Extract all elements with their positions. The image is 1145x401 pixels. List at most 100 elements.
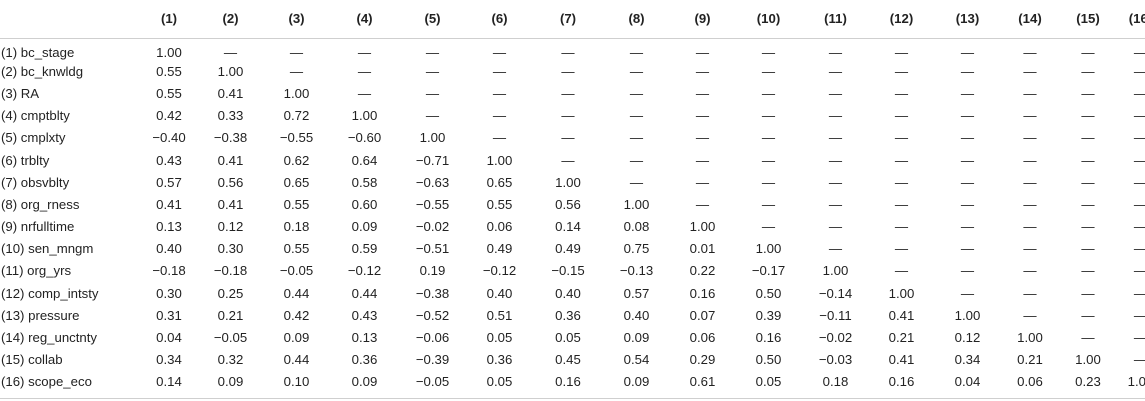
table-cell: — (960, 263, 975, 279)
table-cell: — (561, 152, 575, 168)
table-cell: 0.18 (822, 374, 849, 390)
row-label: (5) cmplxty (1, 130, 66, 146)
table-cell: 0.34 (954, 352, 981, 368)
table-row: (12) comp_intsty 0.30 0.25 0.44 0.44 −0.38 0.4… (0, 282, 1145, 304)
header-cell-14: (14) (1001, 0, 1059, 39)
table-cell: 0.51 (486, 307, 513, 323)
table-cell: — (1117, 260, 1145, 282)
table-cell: — (425, 108, 440, 124)
table-cell: 0.10 (283, 374, 310, 390)
table-cell: 0.21 (888, 330, 915, 346)
table-cell: 0.55 (156, 63, 182, 79)
table-cell: 0.65 (486, 174, 513, 190)
table-cell: −0.14 (818, 285, 853, 301)
table-cell: — (425, 63, 440, 79)
table-cell: — (425, 85, 440, 101)
table-row: (7) obsvblty 0.57 0.56 0.65 0.58 −0.63 0.65 1.0… (0, 171, 1145, 193)
table-cell: — (357, 85, 372, 101)
table-cell: — (1117, 105, 1145, 127)
header-cell-15: (15) (1059, 0, 1117, 39)
table-cell: 0.44 (351, 285, 378, 301)
header-cell-12: (12) (869, 0, 934, 39)
header-cell-10: (10) (735, 0, 802, 39)
table-cell: — (761, 174, 776, 190)
table-cell: 0.30 (156, 285, 182, 301)
table-cell: — (894, 44, 909, 60)
table-cell: — (1081, 108, 1095, 124)
table-cell: — (960, 196, 975, 212)
table-cell: — (828, 108, 843, 124)
table-cell: — (1117, 38, 1145, 60)
table-cell: 0.55 (486, 196, 513, 212)
row-label: (12) comp_intsty (1, 285, 99, 301)
table-cell: −0.05 (213, 330, 248, 346)
table-cell: −0.05 (415, 374, 450, 390)
table-cell: — (1023, 44, 1037, 60)
table-cell: 0.58 (351, 174, 378, 190)
header-cell-3: (3) (263, 0, 330, 39)
table-cell: — (761, 85, 776, 101)
table-cell: −0.38 (415, 285, 450, 301)
table-cell: 0.40 (156, 241, 182, 257)
table-cell: — (1023, 174, 1037, 190)
table-cell: −0.18 (152, 263, 186, 279)
table-cell: −0.52 (415, 307, 450, 323)
table-row: (16) scope_eco 0.14 0.09 0.10 0.09 −0.05 0.05 0… (0, 371, 1145, 393)
table-cell: — (828, 130, 843, 146)
table-cell: 0.12 (954, 330, 981, 346)
header-cell-13: (13) (934, 0, 1001, 39)
table-cell: 0.59 (351, 241, 378, 257)
table-cell: — (960, 85, 975, 101)
table-cell: — (960, 285, 975, 301)
table-cell: −0.12 (482, 263, 517, 279)
table-cell: — (1081, 263, 1095, 279)
row-label: (4) cmptblty (1, 108, 70, 124)
table-cell: 0.40 (486, 285, 513, 301)
table-cell: 0.05 (486, 374, 513, 390)
table-cell: — (894, 196, 909, 212)
table-cell: 0.16 (755, 330, 782, 346)
table-cell: 0.29 (689, 352, 716, 368)
table-cell: — (629, 108, 644, 124)
table-cell: 0.05 (755, 374, 782, 390)
table-cell: — (1117, 171, 1145, 193)
table-row: (2) bc_knwldg 0.55 1.00 — — — — — — — — — — — — — — (0, 60, 1145, 82)
row-label: (15) collab (1, 352, 63, 368)
table-cell: 0.09 (217, 374, 244, 390)
row-label: (8) org_rness (1, 196, 80, 212)
table-cell: −0.06 (415, 330, 450, 346)
table-cell: — (1023, 196, 1037, 212)
table-cell: — (960, 219, 975, 235)
table-cell: — (1023, 263, 1037, 279)
table-cell: 1.00 (217, 63, 244, 79)
table-cell: 0.56 (217, 174, 244, 190)
table-cell: — (1023, 85, 1037, 101)
table-cell: — (828, 85, 843, 101)
row-label: (16) scope_eco (1, 374, 92, 390)
table-cell: — (1117, 82, 1145, 104)
table-cell: 1.00 (419, 130, 446, 146)
table-cell: — (894, 63, 909, 79)
table-cell: 0.41 (217, 196, 244, 212)
table-cell: 0.21 (1017, 352, 1043, 368)
header-cell-16: (16) (1117, 0, 1145, 39)
table-cell: — (1081, 219, 1095, 235)
table-cell: — (960, 44, 975, 60)
table-cell: — (492, 108, 507, 124)
table-cell: — (1117, 326, 1145, 348)
table-cell: 1.00 (822, 263, 849, 279)
header-cell-2: (2) (198, 0, 263, 39)
table-cell: — (761, 63, 776, 79)
table-cell: — (629, 44, 644, 60)
table-row: (4) cmptblty 0.42 0.33 0.72 1.00 — — — — — — — — — — — — (0, 105, 1145, 127)
table-cell: — (761, 44, 776, 60)
table-row: (1) bc_stage 1.00 — — — — — — — — — — — — — — — (0, 38, 1145, 60)
header-cell-8: (8) (603, 0, 670, 39)
table-cell: 0.40 (623, 307, 650, 323)
table-cell: — (894, 219, 909, 235)
table-cell: — (960, 130, 975, 146)
table-cell: — (960, 63, 975, 79)
row-label: (2) bc_knwldg (1, 63, 84, 79)
